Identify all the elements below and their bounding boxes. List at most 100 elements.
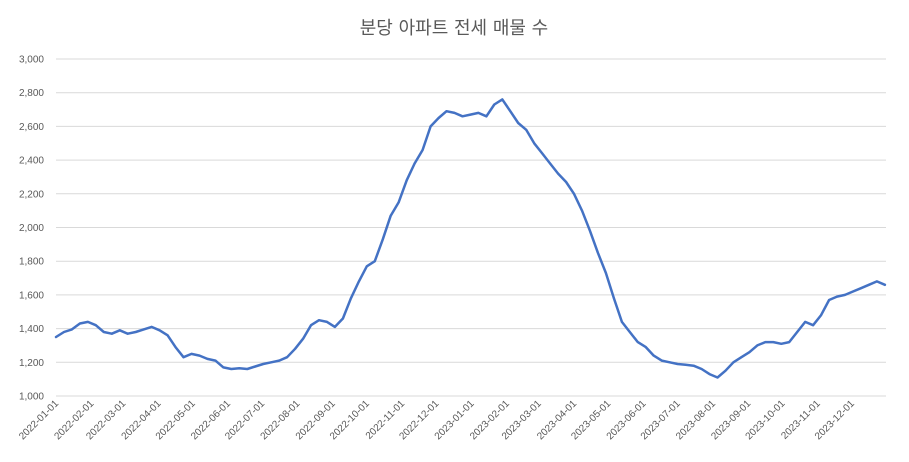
data-point xyxy=(708,373,711,376)
data-point xyxy=(525,128,528,131)
y-tick-label: 2,200 xyxy=(19,189,44,200)
data-point xyxy=(756,344,759,347)
y-tick-label: 2,800 xyxy=(19,88,44,99)
data-point xyxy=(533,142,536,145)
data-point xyxy=(286,356,289,359)
data-point xyxy=(381,238,384,241)
chart-title: 분당 아파트 전세 매물 수 xyxy=(360,18,549,39)
data-point xyxy=(883,283,886,286)
data-point xyxy=(166,334,169,337)
data-point xyxy=(748,351,751,354)
data-point xyxy=(365,265,368,268)
data-point xyxy=(397,201,400,204)
data-point xyxy=(294,347,297,350)
data-point xyxy=(541,152,544,155)
data-point xyxy=(573,192,575,195)
data-point xyxy=(644,346,647,349)
data-point xyxy=(182,356,185,359)
data-point xyxy=(477,111,480,114)
data-point xyxy=(63,331,65,333)
data-point xyxy=(310,324,312,327)
data-point xyxy=(246,368,249,370)
data-point xyxy=(788,341,791,344)
data-point xyxy=(118,329,121,332)
series-line xyxy=(54,98,887,379)
data-point xyxy=(549,162,552,165)
data-point xyxy=(389,214,392,217)
data-point xyxy=(453,111,456,114)
data-point xyxy=(278,359,281,362)
data-point xyxy=(836,295,838,298)
data-point xyxy=(318,319,320,322)
data-point xyxy=(262,363,265,365)
data-point xyxy=(628,331,631,333)
data-point xyxy=(190,352,193,355)
data-point xyxy=(110,332,113,335)
data-point xyxy=(867,283,870,286)
data-point xyxy=(238,367,241,370)
data-point xyxy=(86,320,89,323)
data-point xyxy=(469,113,472,116)
data-point xyxy=(581,209,583,212)
data-point xyxy=(780,342,783,345)
gridlines xyxy=(56,58,886,397)
data-point xyxy=(102,331,105,333)
data-point xyxy=(740,356,743,359)
data-point xyxy=(700,368,703,370)
data-point xyxy=(126,332,129,335)
data-point xyxy=(142,328,145,331)
data-point xyxy=(150,325,153,328)
data-point xyxy=(198,354,201,357)
data-point xyxy=(668,361,671,364)
data-point xyxy=(589,229,591,232)
data-point xyxy=(596,251,599,254)
data-point xyxy=(772,341,775,344)
series-layer xyxy=(54,98,887,379)
data-point xyxy=(557,172,560,175)
data-point xyxy=(94,324,97,327)
data-point xyxy=(222,366,225,369)
data-point xyxy=(692,364,695,367)
y-axis: 1,000 1,200 1,400 1,600 1,800 2,000 2,200 2,400… xyxy=(19,55,44,403)
data-point xyxy=(684,363,687,366)
y-tick-label: 2,600 xyxy=(19,122,44,133)
data-point xyxy=(78,322,81,325)
data-point xyxy=(174,346,177,349)
data-point xyxy=(373,260,376,263)
data-point xyxy=(732,361,735,364)
data-point xyxy=(349,297,352,300)
data-point xyxy=(254,365,257,368)
data-point xyxy=(413,162,416,165)
data-point xyxy=(214,359,217,362)
data-point xyxy=(437,117,440,119)
data-point xyxy=(333,325,336,328)
data-point xyxy=(517,122,520,124)
data-point xyxy=(493,103,496,106)
data-point xyxy=(341,317,344,320)
data-point xyxy=(509,110,512,113)
y-tick-label: 1,600 xyxy=(19,290,44,301)
y-tick-label: 2,000 xyxy=(19,223,44,234)
data-point xyxy=(158,329,161,332)
data-point xyxy=(326,320,328,323)
data-point xyxy=(852,290,854,293)
data-point xyxy=(676,363,679,365)
data-point xyxy=(716,376,719,379)
data-point xyxy=(134,331,137,333)
data-point xyxy=(421,149,424,151)
data-point xyxy=(485,115,488,118)
data-point xyxy=(612,297,615,300)
data-point xyxy=(844,293,846,296)
data-point xyxy=(828,299,831,301)
data-point xyxy=(875,280,878,283)
data-point xyxy=(820,314,823,317)
data-point xyxy=(796,331,799,333)
data-point xyxy=(604,272,607,274)
y-tick-label: 1,000 xyxy=(19,392,44,403)
data-point xyxy=(660,359,663,362)
data-point xyxy=(860,287,862,290)
x-axis: 2022-01-012022-02-012022-03-012022-04-01… xyxy=(17,398,857,442)
data-point xyxy=(636,341,639,344)
